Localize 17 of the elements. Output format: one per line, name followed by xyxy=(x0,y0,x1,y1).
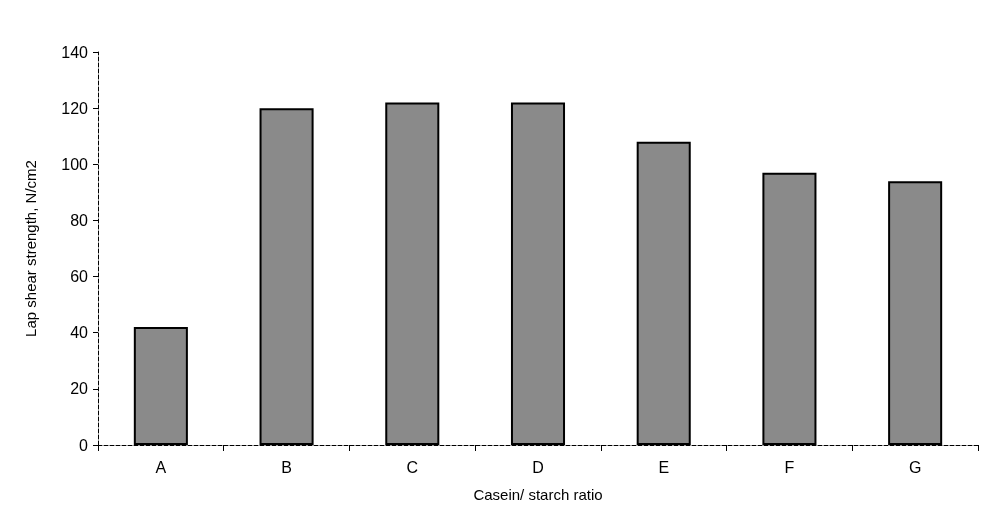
x-tick-label: C xyxy=(406,458,419,476)
y-tick-label: 20 xyxy=(70,380,89,398)
x-tick-label: A xyxy=(155,458,167,476)
y-tick-label: 40 xyxy=(70,324,89,342)
x-axis-title: Casein/ starch ratio xyxy=(473,486,603,503)
x-tick-label: E xyxy=(658,458,670,476)
x-tick-label: F xyxy=(784,458,795,476)
y-tick-label: 80 xyxy=(70,211,89,229)
y-tick-label: 100 xyxy=(61,155,89,173)
y-tick-label: 140 xyxy=(61,43,89,61)
x-tick-label: B xyxy=(281,458,292,476)
y-axis-title: Lap shear strength, N/cm2 xyxy=(22,160,39,337)
x-tick-label: D xyxy=(532,458,544,476)
x-tick-label: G xyxy=(908,458,922,476)
y-tick-label: 0 xyxy=(79,436,89,454)
y-tick-label: 60 xyxy=(70,268,89,286)
y-tick-label: 120 xyxy=(61,99,89,117)
